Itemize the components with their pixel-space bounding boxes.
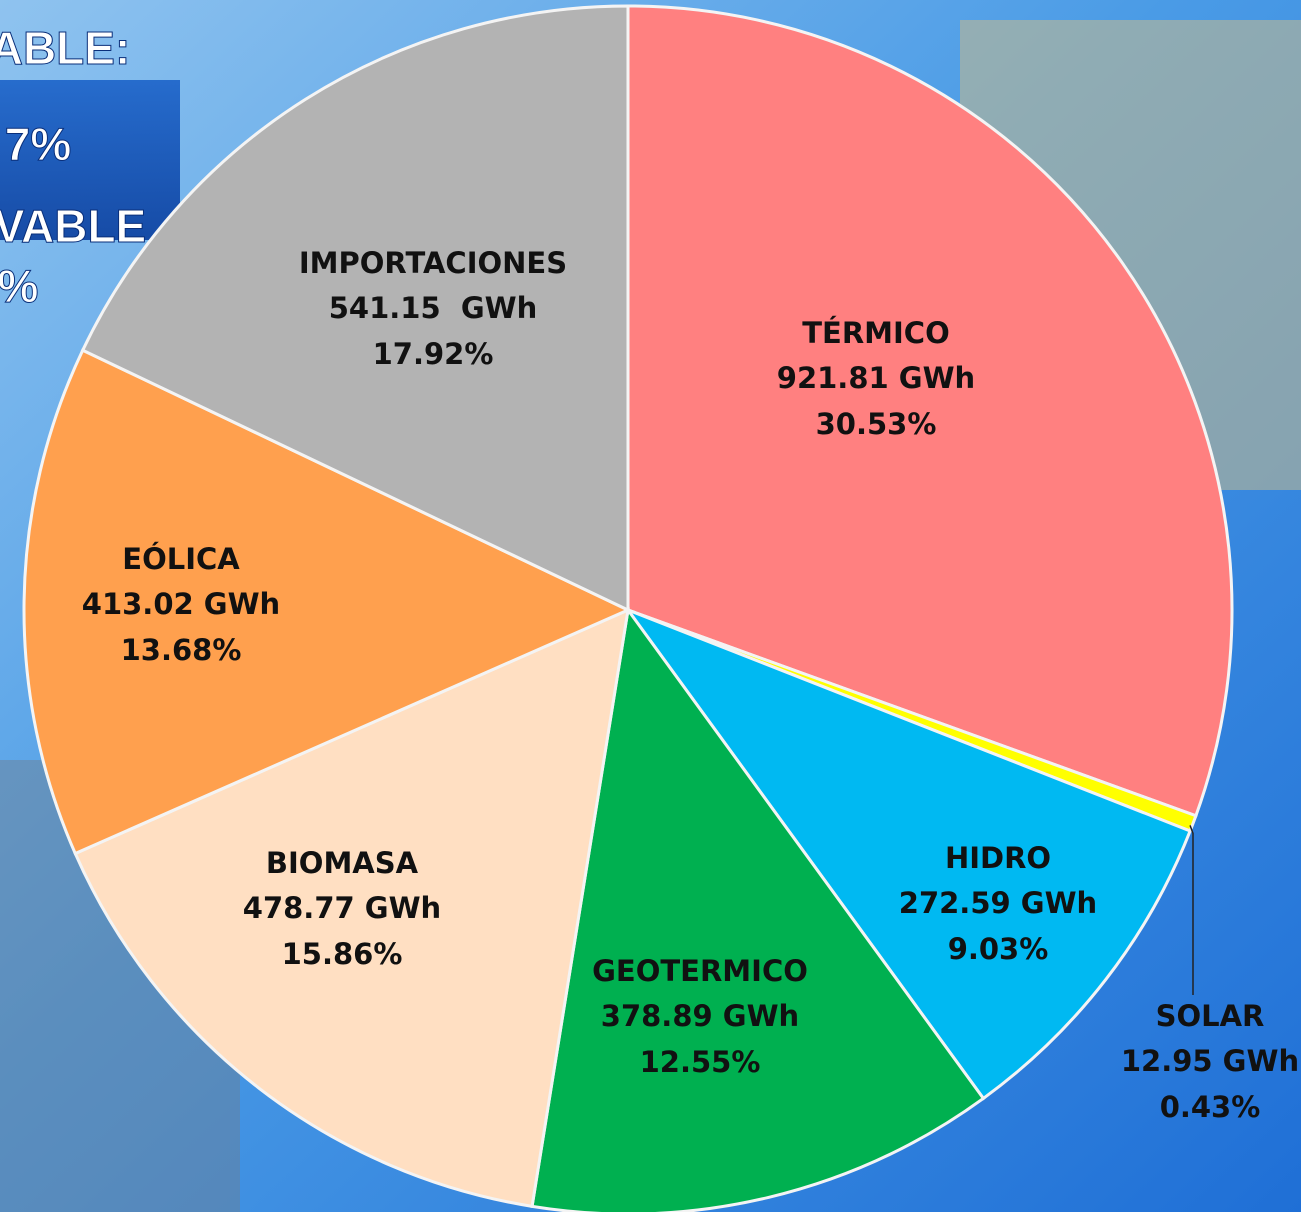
percent-label: 17.92% — [373, 337, 494, 371]
percent-label: 9.03% — [948, 932, 1049, 966]
chart: ABLE: 7% VABLE% TÉRMICO 921.81 GWh 30.53% SOL… — [0, 0, 1301, 1212]
annotation: VABLE — [0, 200, 146, 252]
annotation: % — [0, 260, 38, 312]
slice-label: IMPORTACIONES — [299, 246, 567, 280]
percent-label: 0.43% — [1160, 1090, 1261, 1124]
value-label: 413.02 GWh — [82, 587, 280, 621]
slice-label: HIDRO — [945, 841, 1051, 875]
value-label: 541.15 GWh — [329, 291, 538, 325]
percent-label: 12.55% — [640, 1045, 761, 1079]
slice-label: BIOMASA — [266, 846, 419, 880]
page: {"chart_data": {"type": "pie", "annotati… — [0, 0, 1301, 1212]
percent-label: 30.53% — [816, 407, 937, 441]
value-label: 378.89 GWh — [601, 999, 799, 1033]
slice-label: EÓLICA — [122, 542, 240, 576]
value-label: 921.81 GWh — [777, 361, 975, 395]
slice-label: TÉRMICO — [802, 316, 950, 350]
slice-label: SOLAR — [1156, 999, 1265, 1033]
value-label: 272.59 GWh — [899, 886, 1097, 920]
percent-label: 15.86% — [282, 937, 403, 971]
annotation: 7% — [5, 118, 71, 170]
value-label: 12.95 GWh — [1121, 1044, 1299, 1078]
slice-label: GEOTERMICO — [592, 954, 808, 988]
value-label: 478.77 GWh — [243, 891, 441, 925]
annotation: ABLE: — [0, 22, 130, 74]
percent-label: 13.68% — [121, 633, 242, 667]
